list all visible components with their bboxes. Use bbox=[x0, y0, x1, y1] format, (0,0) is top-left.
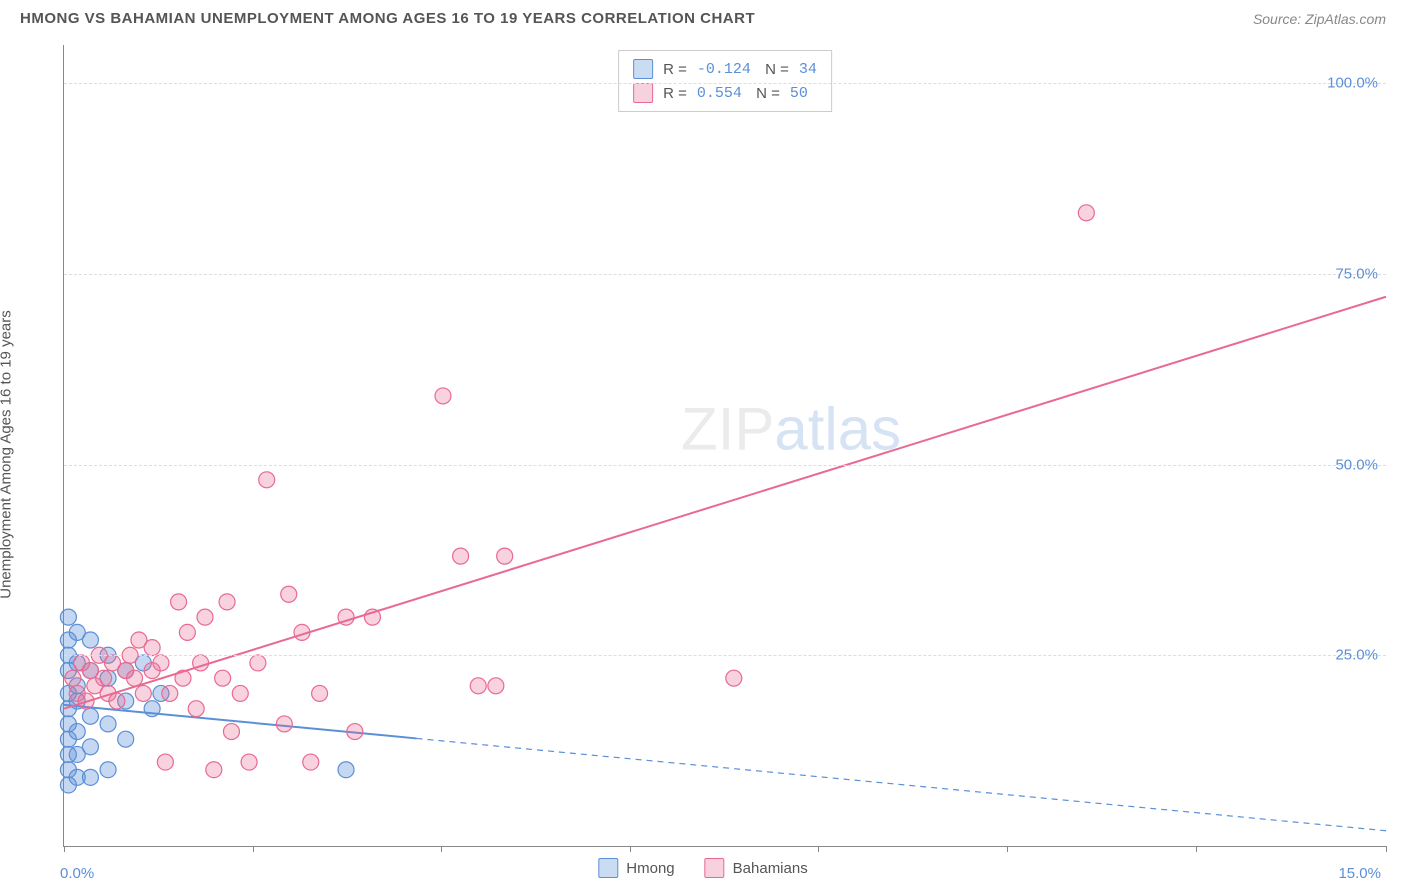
data-point bbox=[100, 762, 116, 778]
data-point bbox=[96, 670, 112, 686]
data-point bbox=[259, 472, 275, 488]
data-point bbox=[100, 716, 116, 732]
x-tick bbox=[630, 846, 631, 852]
x-tick bbox=[1007, 846, 1008, 852]
data-point bbox=[144, 640, 160, 656]
x-max-label: 15.0% bbox=[1338, 865, 1381, 882]
plot-svg bbox=[64, 45, 1386, 846]
grid-line bbox=[64, 465, 1386, 466]
data-point bbox=[250, 655, 266, 671]
data-point bbox=[726, 670, 742, 686]
data-point bbox=[206, 762, 222, 778]
grid-line bbox=[64, 83, 1386, 84]
y-tick-label: 100.0% bbox=[1327, 75, 1378, 92]
data-point bbox=[1078, 205, 1094, 221]
data-point bbox=[179, 624, 195, 640]
trend-line bbox=[64, 705, 417, 739]
data-point bbox=[312, 685, 328, 701]
data-point bbox=[162, 685, 178, 701]
data-point bbox=[82, 708, 98, 724]
data-point bbox=[223, 724, 239, 740]
data-point bbox=[82, 632, 98, 648]
header: HMONG VS BAHAMIAN UNEMPLOYMENT AMONG AGE… bbox=[0, 0, 1406, 37]
data-point bbox=[60, 609, 76, 625]
chart-title: HMONG VS BAHAMIAN UNEMPLOYMENT AMONG AGE… bbox=[20, 10, 755, 27]
data-point bbox=[215, 670, 231, 686]
data-point bbox=[82, 739, 98, 755]
data-point bbox=[188, 701, 204, 717]
data-point bbox=[338, 762, 354, 778]
data-point bbox=[65, 670, 81, 686]
x-tick bbox=[441, 846, 442, 852]
legend-item-bahamians: Bahamians bbox=[705, 858, 808, 878]
trend-line-extrapolated bbox=[417, 738, 1386, 830]
y-tick-label: 25.0% bbox=[1335, 647, 1378, 664]
data-point bbox=[171, 594, 187, 610]
data-point bbox=[276, 716, 292, 732]
swatch-bahamians-icon bbox=[705, 858, 725, 878]
y-tick-label: 75.0% bbox=[1335, 265, 1378, 282]
x-tick bbox=[1386, 846, 1387, 852]
y-axis-label: Unemployment Among Ages 16 to 19 years bbox=[0, 310, 15, 599]
x-tick bbox=[818, 846, 819, 852]
data-point bbox=[109, 693, 125, 709]
data-point bbox=[197, 609, 213, 625]
data-point bbox=[281, 586, 297, 602]
data-point bbox=[135, 685, 151, 701]
data-point bbox=[153, 655, 169, 671]
data-point bbox=[303, 754, 319, 770]
x-tick bbox=[253, 846, 254, 852]
legend-series: Hmong Bahamians bbox=[598, 858, 807, 878]
data-point bbox=[82, 769, 98, 785]
trend-line bbox=[64, 297, 1386, 709]
data-point bbox=[157, 754, 173, 770]
data-point bbox=[241, 754, 257, 770]
data-point bbox=[127, 670, 143, 686]
chart-area: ZIPatlas R = -0.124 N = 34 R = 0.554 N =… bbox=[45, 45, 1386, 847]
data-point bbox=[488, 678, 504, 694]
data-point bbox=[497, 548, 513, 564]
y-tick-label: 50.0% bbox=[1335, 456, 1378, 473]
grid-line bbox=[64, 655, 1386, 656]
plot-region: ZIPatlas R = -0.124 N = 34 R = 0.554 N =… bbox=[63, 45, 1386, 847]
data-point bbox=[435, 388, 451, 404]
data-point bbox=[232, 685, 248, 701]
x-origin-label: 0.0% bbox=[60, 865, 94, 882]
swatch-hmong-icon bbox=[598, 858, 618, 878]
legend-label-hmong: Hmong bbox=[626, 860, 674, 877]
data-point bbox=[69, 724, 85, 740]
data-point bbox=[347, 724, 363, 740]
data-point bbox=[219, 594, 235, 610]
x-tick bbox=[1196, 846, 1197, 852]
grid-line bbox=[64, 274, 1386, 275]
data-point bbox=[453, 548, 469, 564]
legend-item-hmong: Hmong bbox=[598, 858, 674, 878]
x-tick bbox=[64, 846, 65, 852]
data-point bbox=[470, 678, 486, 694]
legend-label-bahamians: Bahamians bbox=[733, 860, 808, 877]
data-point bbox=[118, 731, 134, 747]
source-label: Source: ZipAtlas.com bbox=[1253, 11, 1386, 27]
